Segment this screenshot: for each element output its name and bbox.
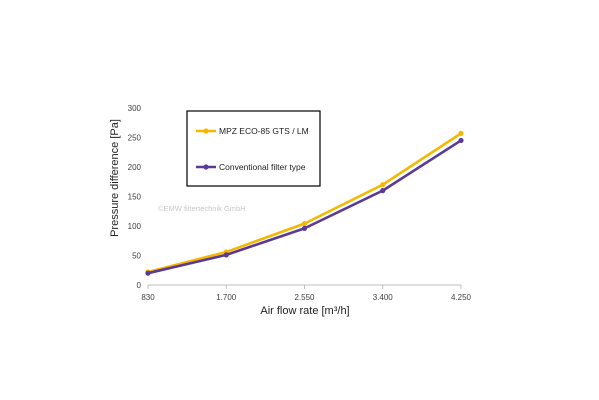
x-tick-label: 830 <box>141 293 155 302</box>
legend-label-2: Conventional filter type <box>219 162 306 172</box>
series-1-point <box>301 221 308 227</box>
series-layer <box>145 130 464 276</box>
series-2-point <box>223 252 229 258</box>
x-tick-label: 2.550 <box>294 293 315 302</box>
y-tick-label: 250 <box>128 134 142 143</box>
series-1-point <box>458 130 464 136</box>
legend-label-1: MPZ ECO-85 GTS / LM <box>219 126 309 136</box>
x-axis-title: Air flow rate [m³/h] <box>260 305 349 317</box>
x-tick-label: 4.250 <box>451 293 472 302</box>
y-tick-label: 100 <box>128 222 142 231</box>
x-tick-label: 1.700 <box>216 293 237 302</box>
y-tick-label: 0 <box>137 281 142 290</box>
x-tick-label: 3.400 <box>373 293 394 302</box>
y-tick-label: 300 <box>128 104 142 113</box>
y-axis: 0 50 100 150 200 250 300 <box>128 104 142 290</box>
y-tick-label: 50 <box>132 252 141 261</box>
series-1-point <box>380 182 386 188</box>
legend-box <box>186 110 321 187</box>
y-axis-title: Pressure difference [Pa] <box>109 119 121 237</box>
y-tick-label: 200 <box>128 163 142 172</box>
series-2-point <box>301 225 308 231</box>
legend: MPZ ECO-85 GTS / LM Conventional filter t… <box>186 110 321 187</box>
series-2-point <box>380 188 386 194</box>
series-2-point <box>458 137 464 144</box>
x-axis: 830 1.700 2.550 3.400 4.250 <box>141 284 472 302</box>
watermark-text: ©EMW filtertechnik GmbH <box>158 204 246 213</box>
y-tick-label: 150 <box>128 193 142 202</box>
legend-marker-2 <box>203 164 209 170</box>
legend-marker-1 <box>203 128 209 134</box>
series-2-point <box>145 270 151 276</box>
